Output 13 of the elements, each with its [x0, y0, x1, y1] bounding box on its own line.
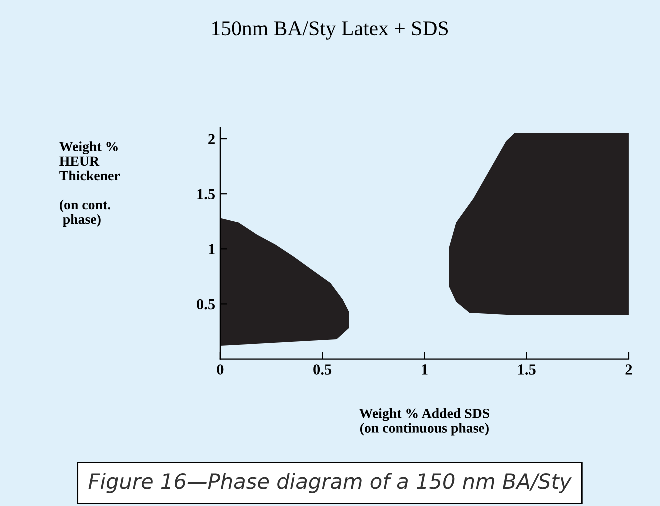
- x-tick-label: 1.5: [518, 364, 536, 375]
- chart-title: 150nm BA/Sty Latex + SDS: [212, 22, 448, 40]
- y-tick-label: 1.5: [198, 189, 216, 200]
- x-tick-label: 0: [217, 364, 224, 375]
- y-tick-label: 1: [209, 244, 215, 254]
- y-tick-label: 2: [208, 134, 215, 144]
- text: Weight % HEUR Thickener (on cont. phase): [60, 142, 120, 227]
- x-tick-label: 2: [626, 364, 632, 375]
- x-tick-label: 0.5: [314, 364, 332, 375]
- y-tick-label: 0.5: [197, 299, 216, 310]
- x-tick-label: 1: [422, 364, 428, 375]
- x-axis-title: Weight % Added SDS (on continuous phase): [359, 408, 490, 436]
- caption: Figure 16—Phase diagram of a 150 nm BA/Sty: [88, 473, 572, 494]
